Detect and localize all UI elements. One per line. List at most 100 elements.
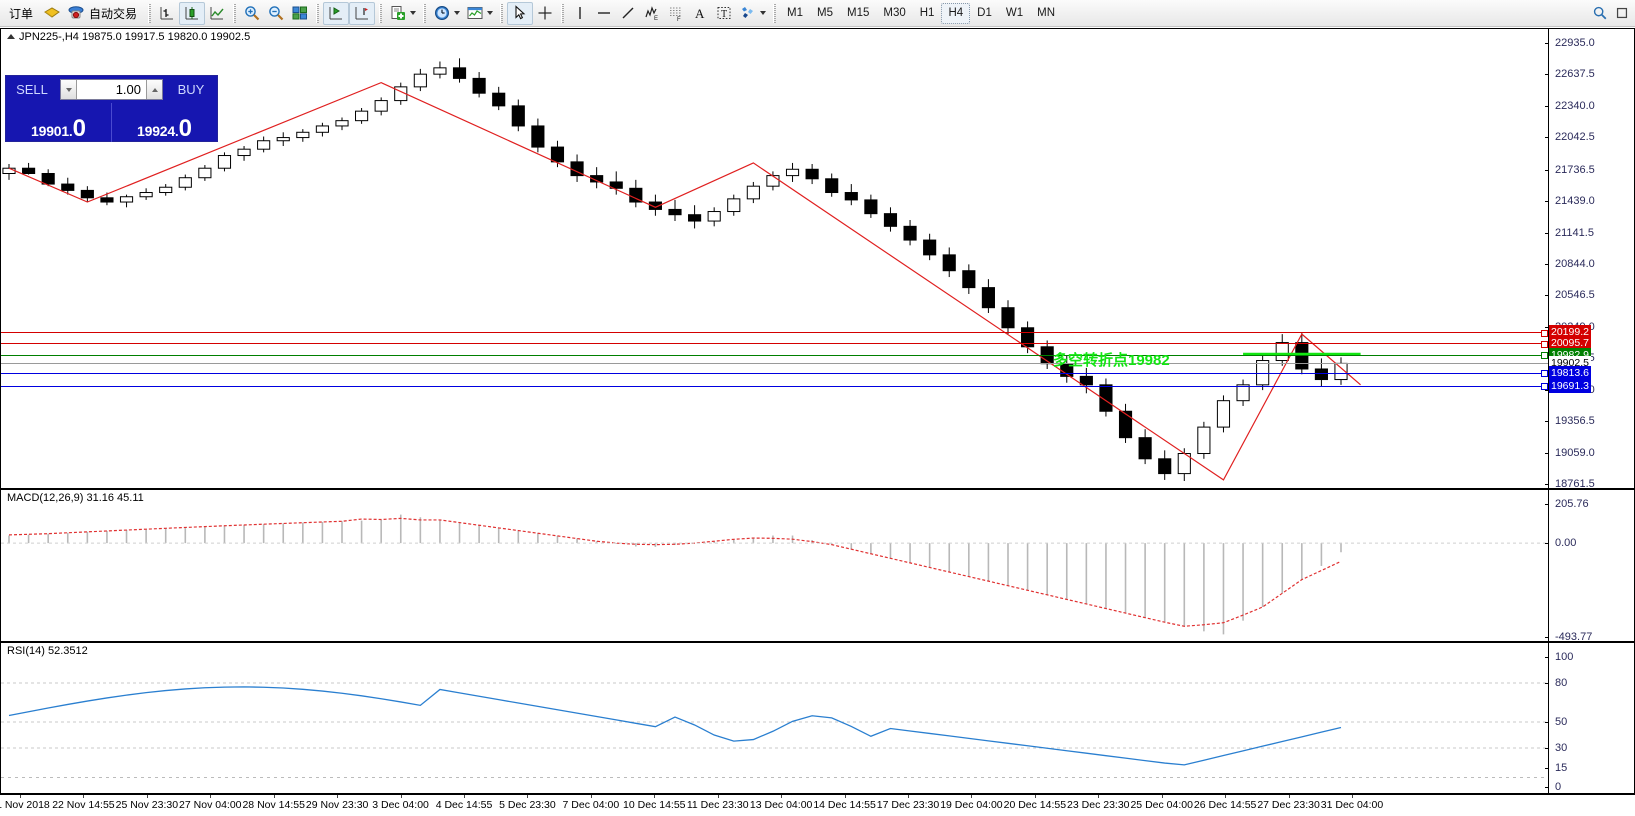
new-order-button[interactable] — [386, 2, 419, 25]
volume-increment-button[interactable] — [146, 80, 162, 99]
timeframe-h1[interactable]: H1 — [919, 7, 935, 19]
macd-tick-label: -493.77 — [1555, 631, 1593, 643]
text-box-tool-button[interactable]: T — [712, 2, 736, 25]
sell-price-display[interactable]: 19901. 0 — [6, 103, 112, 142]
price-chart-panel[interactable]: JPN225-,H4 19875.0 19917.5 19820.0 19902… — [0, 28, 1635, 490]
timeframe-w1[interactable]: W1 — [1005, 7, 1024, 19]
timeframe-m5[interactable]: M5 — [817, 7, 833, 19]
chart-header: JPN225-,H4 19875.0 19917.5 19820.0 19902… — [7, 31, 250, 43]
elliott-wave-tool-button[interactable]: E — [640, 2, 664, 25]
buy-price-display[interactable]: 19924. 0 — [112, 103, 217, 142]
price-level-line[interactable] — [1, 352, 1548, 360]
level-drag-handle[interactable] — [1541, 370, 1548, 378]
svg-text:T: T — [721, 9, 727, 20]
fibonacci-tool-button[interactable]: F — [664, 2, 688, 25]
volume-decrement-button[interactable] — [61, 80, 77, 99]
chevron-down-icon[interactable] — [760, 11, 767, 15]
maximize-button[interactable] — [1611, 2, 1633, 25]
level-drag-handle[interactable] — [1541, 352, 1548, 360]
time-tick-label: 19 Dec 04:00 — [940, 799, 1003, 811]
chart-shift-icon[interactable] — [323, 1, 350, 25]
auto-scroll-icon-glyph — [353, 4, 371, 22]
timeframe-d1[interactable]: D1 — [977, 7, 992, 19]
rsi-tick-mark — [1545, 748, 1549, 749]
crosshair-tool-button[interactable] — [533, 2, 557, 25]
rsi-indicator-panel[interactable]: RSI(14) 52.3512 100 80 50 30 15 0 — [0, 642, 1635, 794]
tile-windows-icon[interactable] — [288, 2, 312, 25]
toolbar-separator — [233, 3, 237, 23]
time-tick-label: 13 Dec 04:00 — [749, 799, 813, 811]
zoom-out-icon[interactable] — [264, 2, 288, 25]
price-tick-label: 22340.0 — [1555, 99, 1595, 112]
chevron-down-icon[interactable] — [454, 11, 461, 15]
trendline-icon — [619, 4, 637, 22]
level-drag-handle[interactable] — [1541, 340, 1548, 348]
time-tick-mark — [908, 795, 909, 798]
bar-chart-icon[interactable] — [155, 2, 179, 25]
auto-scroll-icon[interactable] — [349, 1, 376, 25]
history-clock-button[interactable] — [430, 2, 463, 25]
chart-annotation-text[interactable]: 多空转折点19982 — [1053, 352, 1170, 370]
time-tick-mark — [83, 795, 85, 798]
time-tick-mark — [1288, 795, 1290, 798]
price-level-line[interactable] — [1, 383, 1548, 391]
time-tick-label: 7 Dec 04:00 — [562, 799, 620, 811]
time-tick-mark — [1225, 795, 1227, 798]
macd-plot-area[interactable] — [1, 490, 1548, 641]
price-tick-mark — [1545, 326, 1549, 328]
volume-value[interactable]: 1.00 — [115, 82, 141, 97]
autotrade-button[interactable]: 自动交易 — [64, 2, 144, 25]
cursor-tool-button[interactable] — [507, 1, 534, 25]
price-level-tag[interactable]: 19813.6 — [1549, 365, 1591, 380]
line-chart-icon[interactable] — [205, 2, 229, 25]
vertical-line-tool-button[interactable] — [568, 2, 592, 25]
horizontal-line-tool-button[interactable] — [592, 2, 616, 25]
level-drag-handle[interactable] — [1541, 329, 1548, 337]
shapes-button[interactable] — [736, 2, 769, 25]
tile-windows-icon-glyph — [291, 4, 309, 22]
chevron-down-icon[interactable] — [410, 11, 417, 15]
indicators-button[interactable] — [463, 2, 496, 25]
trendline-tool-button[interactable] — [616, 2, 640, 25]
rsi-tick-mark — [1545, 722, 1549, 723]
candlestick-chart-icon[interactable] — [179, 1, 206, 25]
price-level-line[interactable] — [1, 329, 1548, 337]
timeframe-h4[interactable]: H4 — [941, 2, 971, 24]
text-label-tool-button[interactable]: A — [688, 2, 712, 25]
rsi-plot-area[interactable] — [1, 643, 1548, 793]
search-button[interactable] — [1589, 2, 1611, 25]
horizontal-line-icon — [595, 4, 613, 22]
one-click-trading-panel[interactable]: SELL 1.00 BUY 19901. 0 19924. 0 — [5, 75, 218, 142]
level-drag-handle[interactable] — [1541, 383, 1548, 391]
macd-indicator-panel[interactable]: MACD(12,26,9) 31.16 45.11 205.76 0.00 -493… — [0, 489, 1635, 643]
buy-button[interactable]: BUY — [177, 82, 205, 97]
price-scale[interactable]: 22935.0 22637.5 22340.0 22042.5 21736.5 21439… — [1545, 29, 1634, 490]
price-level-tag[interactable]: 19691.3 — [1549, 378, 1591, 393]
price-level-line[interactable] — [1, 363, 1548, 365]
paper-icon[interactable] — [40, 2, 64, 25]
maximize-icon — [1614, 5, 1630, 21]
price-level-line[interactable] — [1, 370, 1548, 378]
timeframe-mn[interactable]: MN — [1037, 7, 1055, 19]
price-plot-area[interactable] — [1, 29, 1548, 488]
sell-button[interactable]: SELL — [16, 82, 48, 97]
price-level-line[interactable] — [1, 340, 1548, 348]
time-tick-mark — [717, 795, 719, 798]
timeframe-m15[interactable]: M15 — [847, 7, 870, 19]
price-tick-mark — [1545, 169, 1549, 171]
elliott-wave-icon: E — [643, 4, 661, 22]
chart-shift-icon-glyph — [327, 4, 345, 22]
collapse-triangle-icon[interactable] — [7, 33, 15, 39]
time-tick-mark — [210, 795, 212, 798]
chevron-down-icon[interactable] — [487, 11, 494, 15]
timeframe-m30[interactable]: M30 — [883, 7, 906, 19]
timeframe-m1[interactable]: M1 — [787, 7, 804, 19]
orders-label[interactable]: 订单 — [9, 6, 34, 21]
price-tick-mark — [1545, 74, 1549, 76]
rsi-tick-mark — [1545, 767, 1549, 769]
zoom-in-icon[interactable] — [240, 2, 264, 25]
price-level-tag[interactable]: 20095.7 — [1549, 336, 1591, 351]
price-level-tag[interactable]: 20199.2 — [1549, 325, 1591, 340]
volume-stepper[interactable]: 1.00 — [60, 79, 163, 100]
